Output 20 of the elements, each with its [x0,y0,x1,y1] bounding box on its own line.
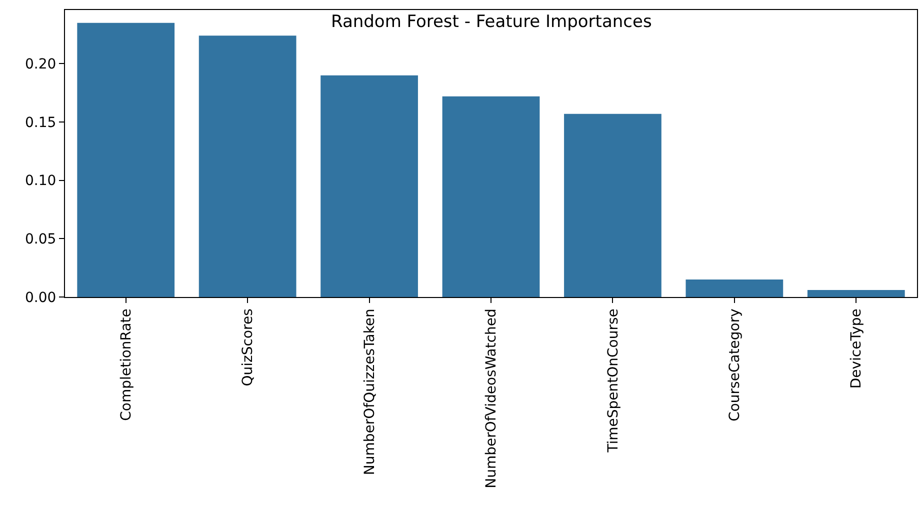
bar [564,114,662,297]
x-tick-label: TimeSpentOnCourse [605,308,622,454]
y-tick-label: 0.15 [25,114,56,131]
bar [77,22,175,297]
x-tick-label: NumberOfQuizzesTaken [362,308,378,476]
bar [198,36,296,297]
y-tick-label: 0.00 [25,290,56,306]
y-tick-label: 0.05 [25,232,56,248]
x-tick-label: QuizScores [240,308,256,386]
bar [807,290,905,297]
chart-title: Random Forest - Feature Importances [331,12,652,32]
x-tick-label: CourseCategory [726,308,743,422]
x-tick-label: DeviceType [848,308,865,389]
bar [686,280,784,297]
bar [442,96,540,297]
x-tick-label: NumberOfVideosWatched [484,308,500,488]
y-tick-label: 0.20 [25,56,56,73]
y-tick-label: 0.10 [25,173,56,190]
bar [320,75,418,297]
x-tick-label: CompletionRate [118,308,134,421]
